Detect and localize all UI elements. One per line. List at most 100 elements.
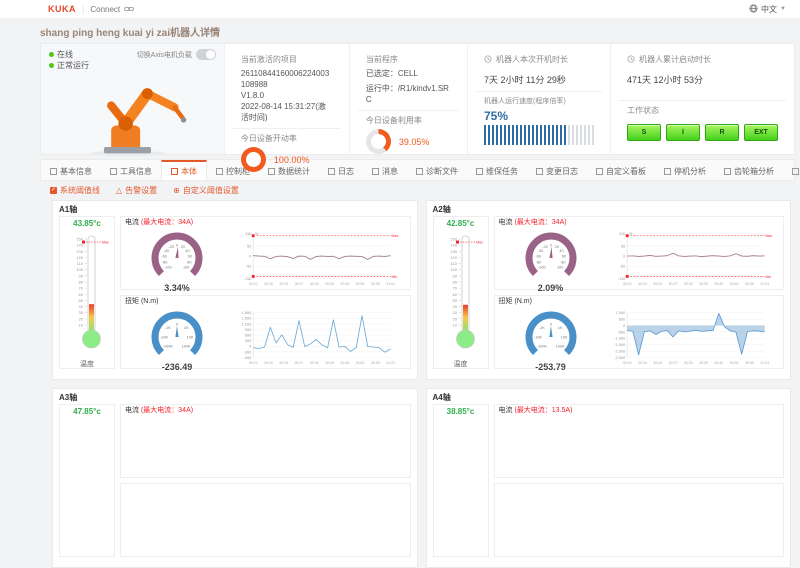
thermometer-graphic: 150140130120110100908070605040302010Max: [435, 229, 487, 360]
torque-chart: 1,0005000-500-1,000-1,500-2,000-2,50030:…: [603, 307, 780, 366]
work-status-button-r[interactable]: R: [705, 124, 739, 141]
work-status-button-ext[interactable]: EXT: [744, 124, 778, 141]
tab-本体[interactable]: 本体: [161, 160, 207, 180]
robot-image: [49, 71, 216, 157]
topbar: KUKA | Connect 中文 ▼: [0, 0, 800, 19]
current-chart: 110%500-50-110MaxMin30:1030:1630:2330:27…: [603, 228, 780, 287]
svg-text:600: 600: [245, 332, 252, 337]
tab-变更日志[interactable]: 变更日志: [527, 160, 587, 180]
torque-gauge: -100K-10K-1K01K10K100K: [125, 307, 229, 362]
chart-option-系统阈值线[interactable]: ✓系统阈值线: [50, 185, 100, 196]
svg-text:30:45: 30:45: [340, 361, 349, 365]
speed-segment: [552, 125, 554, 145]
svg-text:-40: -40: [537, 249, 543, 253]
svg-text:20: 20: [554, 245, 558, 249]
tab-icon: [476, 168, 483, 175]
speed-segment: [576, 125, 578, 145]
svg-text:30:10: 30:10: [249, 361, 258, 365]
svg-text:-100K: -100K: [163, 345, 174, 349]
speed-segment: [520, 125, 522, 145]
tab-icon: [216, 168, 223, 175]
language-selector[interactable]: 中文 ▼: [749, 4, 786, 15]
svg-text:31:01: 31:01: [386, 282, 395, 286]
uptime-title: 机器人本次开机时长: [496, 54, 568, 65]
svg-text:1,000: 1,000: [615, 310, 626, 315]
tab-自定义看板[interactable]: 自定义看板: [587, 160, 655, 180]
current-panel: 电流 (最大电流：34A): [120, 404, 411, 478]
tab-轴管理[interactable]: 轴管理: [783, 160, 800, 180]
svg-text:30:45: 30:45: [714, 282, 723, 286]
svg-text:60: 60: [188, 254, 192, 258]
checkbox-checked-icon: ✓: [50, 187, 57, 194]
svg-text:100: 100: [76, 267, 83, 272]
svg-text:30:10: 30:10: [249, 282, 258, 286]
plus-circle-icon: ⊕: [173, 187, 180, 195]
svg-text:-500: -500: [617, 329, 626, 334]
svg-text:100: 100: [183, 266, 189, 270]
speed-segment: [592, 125, 594, 145]
svg-text:31:01: 31:01: [386, 361, 395, 365]
uptime-column: 机器人本次开机时长 7天 2小时 11分 29秒 机器人运行速度(程序倍率) 7…: [467, 44, 610, 154]
svg-text:60: 60: [561, 254, 565, 258]
speed-segment: [504, 125, 506, 145]
svg-text:100K: 100K: [555, 345, 564, 349]
robot-status-section: 在线 正常运行 切换Axis电机负载: [41, 44, 224, 154]
svg-text:-100: -100: [538, 266, 546, 270]
temperature-value: 42.85°c: [447, 218, 475, 229]
svg-text:30:45: 30:45: [714, 361, 723, 365]
tab-停机分析[interactable]: 停机分析: [655, 160, 715, 180]
svg-text:30:16: 30:16: [638, 282, 647, 286]
tab-诊断文件[interactable]: 诊断文件: [407, 160, 467, 180]
speed-segment: [548, 125, 550, 145]
clock-icon: [484, 55, 492, 65]
svg-text:%: %: [255, 231, 259, 236]
speed-segment: [516, 125, 518, 145]
svg-text:30:39: 30:39: [699, 282, 708, 286]
thermometer-graphic: 150140130120110100908070605040302010Max: [61, 229, 113, 360]
axis-panel: A3轴 47.85°c 电流 (最大电流：34A): [52, 388, 418, 568]
current-max-label: (最大电流：13.5A): [514, 407, 572, 414]
chart-option-自定义阈值设置[interactable]: ⊕自定义阈值设置: [173, 185, 239, 196]
axis-title: A3轴: [59, 391, 411, 404]
tab-维保任务[interactable]: 维保任务: [467, 160, 527, 180]
torque-chart: [603, 485, 780, 554]
torque-panel: [494, 483, 785, 557]
work-status-button-s[interactable]: S: [627, 124, 661, 141]
svg-text:30:45: 30:45: [340, 282, 349, 286]
running-status-label: 正常运行: [57, 60, 89, 71]
tab-工具信息[interactable]: 工具信息: [101, 160, 161, 180]
svg-text:-40: -40: [164, 249, 170, 253]
svg-text:-300: -300: [243, 349, 252, 354]
robot-summary-card: 在线 正常运行 切换Axis电机负载: [40, 43, 795, 155]
speed-segment: [560, 125, 562, 145]
svg-text:-80: -80: [535, 260, 541, 264]
tab-齿轮箱分析[interactable]: 齿轮箱分析: [715, 160, 783, 180]
temperature-value: 38.85°c: [447, 406, 475, 417]
work-status-button-i[interactable]: I: [666, 124, 700, 141]
temperature-label: 温度: [80, 360, 94, 369]
current-title: 电流: [125, 407, 139, 414]
speed-segment: [500, 125, 502, 145]
svg-text:110: 110: [619, 231, 626, 236]
svg-text:1,800: 1,800: [242, 310, 253, 315]
current-max-label: (最大电流：34A): [514, 219, 566, 226]
svg-text:30:27: 30:27: [668, 282, 677, 286]
current-gauge: -100-80-60-40-20020406080100: [499, 228, 603, 283]
torque-chart: [229, 485, 406, 554]
chart-option-label: 告警设置: [125, 185, 157, 196]
running-status-dot: [49, 63, 54, 68]
svg-text:120: 120: [450, 255, 457, 260]
program-running: 运行中：/R1/kindv1.SRC: [366, 83, 451, 105]
svg-text:0: 0: [623, 253, 626, 258]
program-title: 当前程序: [366, 54, 451, 65]
svg-text:-2,000: -2,000: [614, 348, 626, 353]
chart-option-label: 自定义阈值设置: [183, 185, 239, 196]
svg-text:-10K: -10K: [533, 335, 541, 339]
tab-消息[interactable]: 消息: [363, 160, 407, 180]
svg-text:31:01: 31:01: [760, 361, 769, 365]
chart-option-告警设置[interactable]: △告警设置: [116, 185, 157, 196]
tab-基本信息[interactable]: 基本信息: [41, 160, 101, 180]
tab-label: 变更日志: [546, 166, 578, 177]
axis-load-toggle[interactable]: [196, 49, 216, 60]
svg-text:-1K: -1K: [538, 326, 544, 330]
